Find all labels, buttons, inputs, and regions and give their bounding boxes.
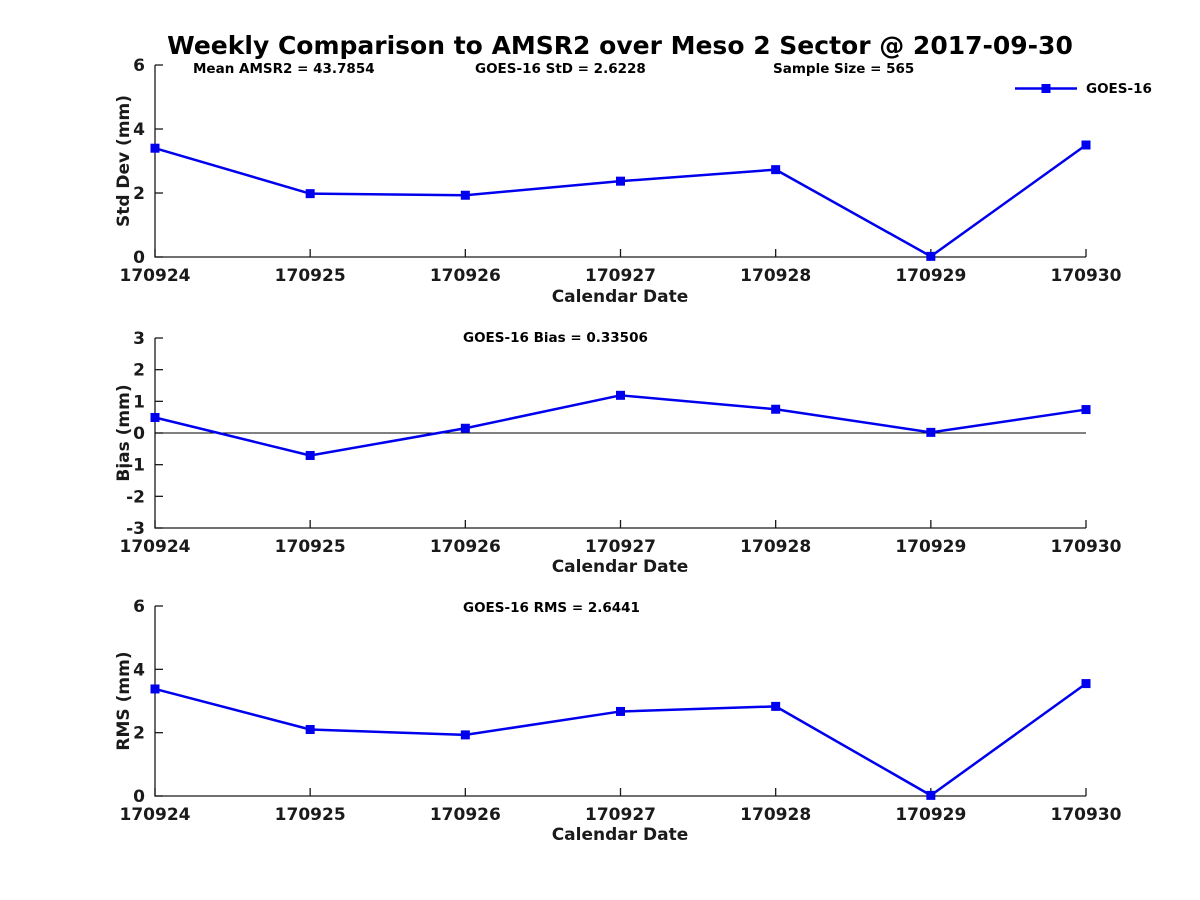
y-tick-label: 2 — [133, 724, 145, 744]
data-point-marker — [771, 404, 781, 414]
legend-line-sample-icon — [1015, 84, 1077, 93]
x-tick-label: 170925 — [275, 537, 346, 557]
x-tick-label: 170924 — [120, 805, 191, 825]
x-tick-label: 170924 — [120, 266, 191, 286]
x-tick-label: 170929 — [895, 266, 966, 286]
data-point-marker — [1081, 679, 1091, 689]
x-tick-label: 170930 — [1051, 805, 1122, 825]
annotation-sample-size: Sample Size = 565 — [773, 61, 915, 77]
data-point-marker — [460, 190, 470, 200]
data-point-marker — [616, 390, 625, 400]
x-tick-label: 170929 — [895, 805, 966, 825]
y-tick-label: -1 — [126, 456, 145, 476]
data-point-marker — [150, 684, 160, 694]
annotation-mean-amsr2: Mean AMSR2 = 43.7854 — [193, 61, 375, 77]
x-tick-label: 170927 — [585, 805, 656, 825]
data-line — [154, 682, 1087, 797]
data-point-marker — [771, 701, 781, 711]
axis-lines — [154, 606, 1086, 797]
subplot-bias: -3 -2 -1 0 1 2 3 170924 170925 170926 170927 170928… — [120, 329, 1122, 557]
annotation-goes16-bias: GOES-16 Bias = 0.33506 — [463, 330, 648, 346]
data-line — [154, 394, 1087, 457]
data-point-marker — [460, 423, 470, 433]
axis-lines — [154, 65, 1086, 258]
x-tick-label: 170930 — [1051, 266, 1122, 286]
y-tick-label: 0 — [133, 424, 145, 444]
data-point-marker — [926, 251, 936, 261]
data-point-marker — [460, 730, 470, 740]
data-point-marker — [771, 165, 781, 175]
ylabel-rms: RMS (mm) — [114, 651, 134, 751]
x-tick-label: 170926 — [430, 805, 501, 825]
data-point-marker — [1081, 405, 1091, 415]
legend: GOES-16 — [1015, 80, 1152, 97]
data-point-marker — [150, 143, 160, 153]
ylabel-std-dev: Std Dev (mm) — [114, 94, 134, 228]
x-tick-label: 170928 — [740, 537, 811, 557]
y-tick-label: -2 — [126, 487, 145, 507]
y-tick-label: 0 — [133, 248, 145, 268]
y-tick-label: 4 — [133, 660, 145, 680]
x-tick-label: 170928 — [740, 266, 811, 286]
y-tick-label: 6 — [133, 56, 145, 76]
subplot-rms: 0 2 4 6 170924 170925 170926 170927 170928 170929… — [120, 597, 1122, 825]
y-tick-label: 3 — [133, 329, 145, 349]
x-tick-label: 170925 — [275, 266, 346, 286]
y-tick-label: 6 — [133, 597, 145, 617]
data-point-marker — [926, 427, 936, 437]
y-tick-label: 4 — [133, 120, 145, 140]
data-point-marker — [1081, 140, 1091, 150]
data-point-marker — [616, 706, 625, 716]
data-point-marker — [305, 450, 315, 460]
data-line — [154, 143, 1087, 258]
data-point-marker — [926, 790, 936, 800]
x-tick-label: 170930 — [1051, 537, 1122, 557]
xlabel-calendar-date-3: Calendar Date — [551, 825, 689, 845]
y-tick-label: 2 — [133, 361, 145, 381]
xlabel-calendar-date-1: Calendar Date — [551, 287, 689, 307]
data-point-marker — [150, 412, 160, 422]
annotation-goes16-std: GOES-16 StD = 2.6228 — [475, 61, 646, 77]
x-tick-label: 170926 — [430, 266, 501, 286]
y-tick-label: 2 — [133, 184, 145, 204]
data-point-marker — [305, 189, 315, 199]
y-tick-label: 0 — [133, 787, 145, 807]
x-tick-label: 170928 — [740, 805, 811, 825]
y-tick-label: -3 — [126, 519, 145, 539]
y-tick-label: 1 — [133, 392, 145, 412]
xlabel-calendar-date-2: Calendar Date — [551, 557, 689, 577]
figure-title: Weekly Comparison to AMSR2 over Meso 2 S… — [167, 31, 1073, 60]
subplot-stddev: 0 2 4 6 170924 170925 170926 170927 170928 170929… — [120, 56, 1122, 286]
annotation-goes16-rms: GOES-16 RMS = 2.6441 — [463, 600, 640, 616]
x-tick-label: 170927 — [585, 537, 656, 557]
legend-label: GOES-16 — [1086, 80, 1152, 97]
x-tick-label: 170926 — [430, 537, 501, 557]
x-tick-label: 170925 — [275, 805, 346, 825]
ylabel-bias: Bias (mm) — [114, 384, 134, 482]
data-point-marker — [305, 725, 315, 734]
x-tick-label: 170924 — [120, 537, 191, 557]
x-tick-label: 170927 — [585, 266, 656, 286]
x-tick-label: 170929 — [895, 537, 966, 557]
data-point-marker — [616, 176, 625, 186]
